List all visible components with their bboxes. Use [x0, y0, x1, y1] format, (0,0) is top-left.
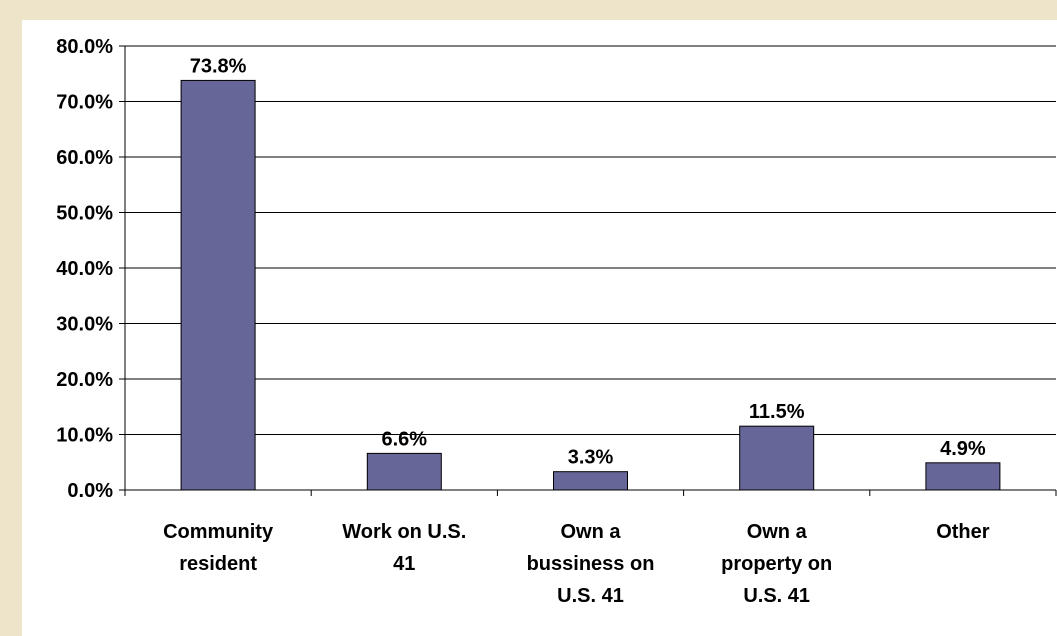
- bar: [925, 462, 1001, 491]
- data-label: 73.8%: [190, 55, 247, 77]
- y-tick-label: 50.0%: [56, 203, 113, 225]
- y-tick-label: 60.0%: [56, 147, 113, 169]
- data-label: 6.6%: [382, 428, 428, 450]
- y-tick-label: 0.0%: [67, 480, 113, 502]
- bar: [366, 452, 442, 491]
- category-label: Own a property on U.S. 41: [721, 521, 832, 607]
- y-tick-label: 80.0%: [56, 36, 113, 58]
- y-tick-label: 70.0%: [56, 92, 113, 114]
- category-label-line: Community: [163, 521, 274, 543]
- category-label-line: U.S. 41: [557, 585, 624, 607]
- bar: [553, 471, 628, 491]
- y-tick-label: 20.0%: [56, 369, 113, 391]
- data-label: 3.3%: [568, 447, 614, 469]
- category-label: Own a bussiness on U.S. 41: [527, 521, 655, 607]
- category-label-line: U.S. 41: [743, 585, 810, 607]
- category-label-line: Own a: [747, 521, 808, 543]
- category-label-line: resident: [179, 553, 257, 575]
- y-tick-label: 40.0%: [56, 258, 113, 280]
- category-label-line: property on: [721, 553, 832, 575]
- data-label: 11.5%: [749, 401, 805, 423]
- category-label-line: Own a: [560, 521, 621, 543]
- category-label: Work on U.S. 41: [342, 521, 466, 575]
- bar: [739, 425, 815, 491]
- data-label: 4.9%: [940, 438, 986, 460]
- bar: [180, 79, 256, 491]
- category-label-line: 41: [393, 553, 415, 575]
- category-label: Community resident: [163, 521, 274, 575]
- y-tick-label: 10.0%: [56, 425, 113, 447]
- category-label-line: bussiness on: [527, 553, 655, 575]
- category-label: Other: [936, 521, 990, 543]
- category-label-line: Other: [936, 521, 990, 543]
- y-tick-label: 30.0%: [56, 314, 113, 336]
- category-label-line: Work on U.S.: [342, 521, 466, 543]
